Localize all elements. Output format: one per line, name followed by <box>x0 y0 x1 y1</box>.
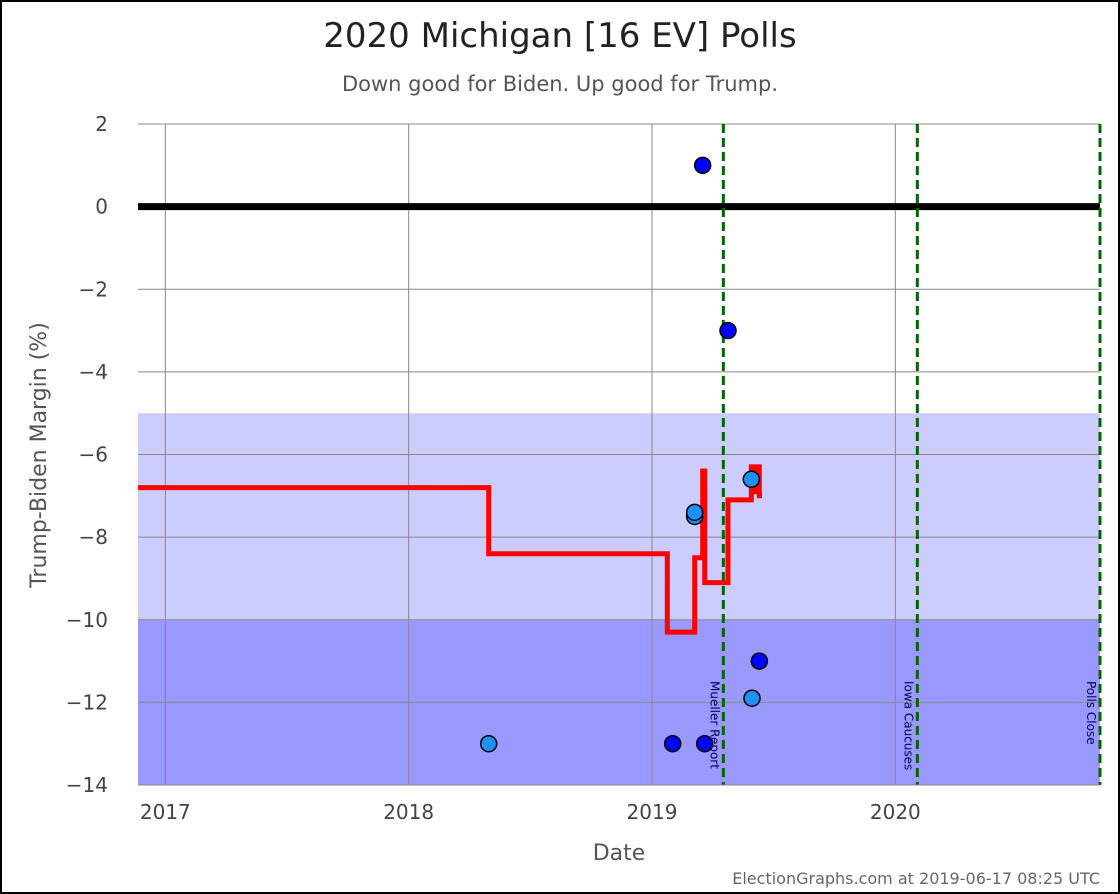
plot-area: Mueller Report Iowa Caucuses Polls Close20… <box>66 112 1102 824</box>
x-tick-label: 2020 <box>870 800 921 824</box>
poll-point <box>750 652 769 670</box>
y-tick-label: −2 <box>79 277 108 301</box>
poll-point <box>695 734 714 753</box>
y-tick-label: −14 <box>66 773 108 797</box>
chart-subtitle: Down good for Biden. Up good for Trump. <box>342 72 778 96</box>
y-tick-label: −12 <box>66 690 108 714</box>
poll-point <box>479 734 498 753</box>
x-tick-label: 2018 <box>383 800 434 824</box>
y-axis-label: Trump-Biden Margin (%) <box>27 322 52 589</box>
y-tick-label: −10 <box>66 608 108 632</box>
event-label: Mueller Report <box>707 681 721 769</box>
x-tick-label: 2019 <box>627 800 678 824</box>
shaded-band <box>138 413 1100 620</box>
poll-point <box>663 734 682 753</box>
x-tick-label: 2017 <box>140 800 191 824</box>
y-tick-label: 2 <box>95 112 108 136</box>
poll-point <box>693 156 712 175</box>
y-tick-label: 0 <box>95 195 108 219</box>
poll-point <box>719 321 737 340</box>
x-axis-label: Date <box>593 841 646 866</box>
chart-title: 2020 Michigan [16 EV] Polls <box>323 16 796 56</box>
y-tick-label: −4 <box>79 360 108 384</box>
event-label: Polls Close <box>1084 681 1098 745</box>
poll-point <box>685 503 704 522</box>
poll-point <box>742 470 761 489</box>
event-label: Iowa Caucuses <box>901 681 915 770</box>
y-tick-label: −6 <box>79 443 108 467</box>
credit-text: ElectionGraphs.com at 2019-06-17 08:25 U… <box>732 869 1100 888</box>
poll-point <box>743 689 761 707</box>
y-tick-label: −8 <box>79 525 108 549</box>
